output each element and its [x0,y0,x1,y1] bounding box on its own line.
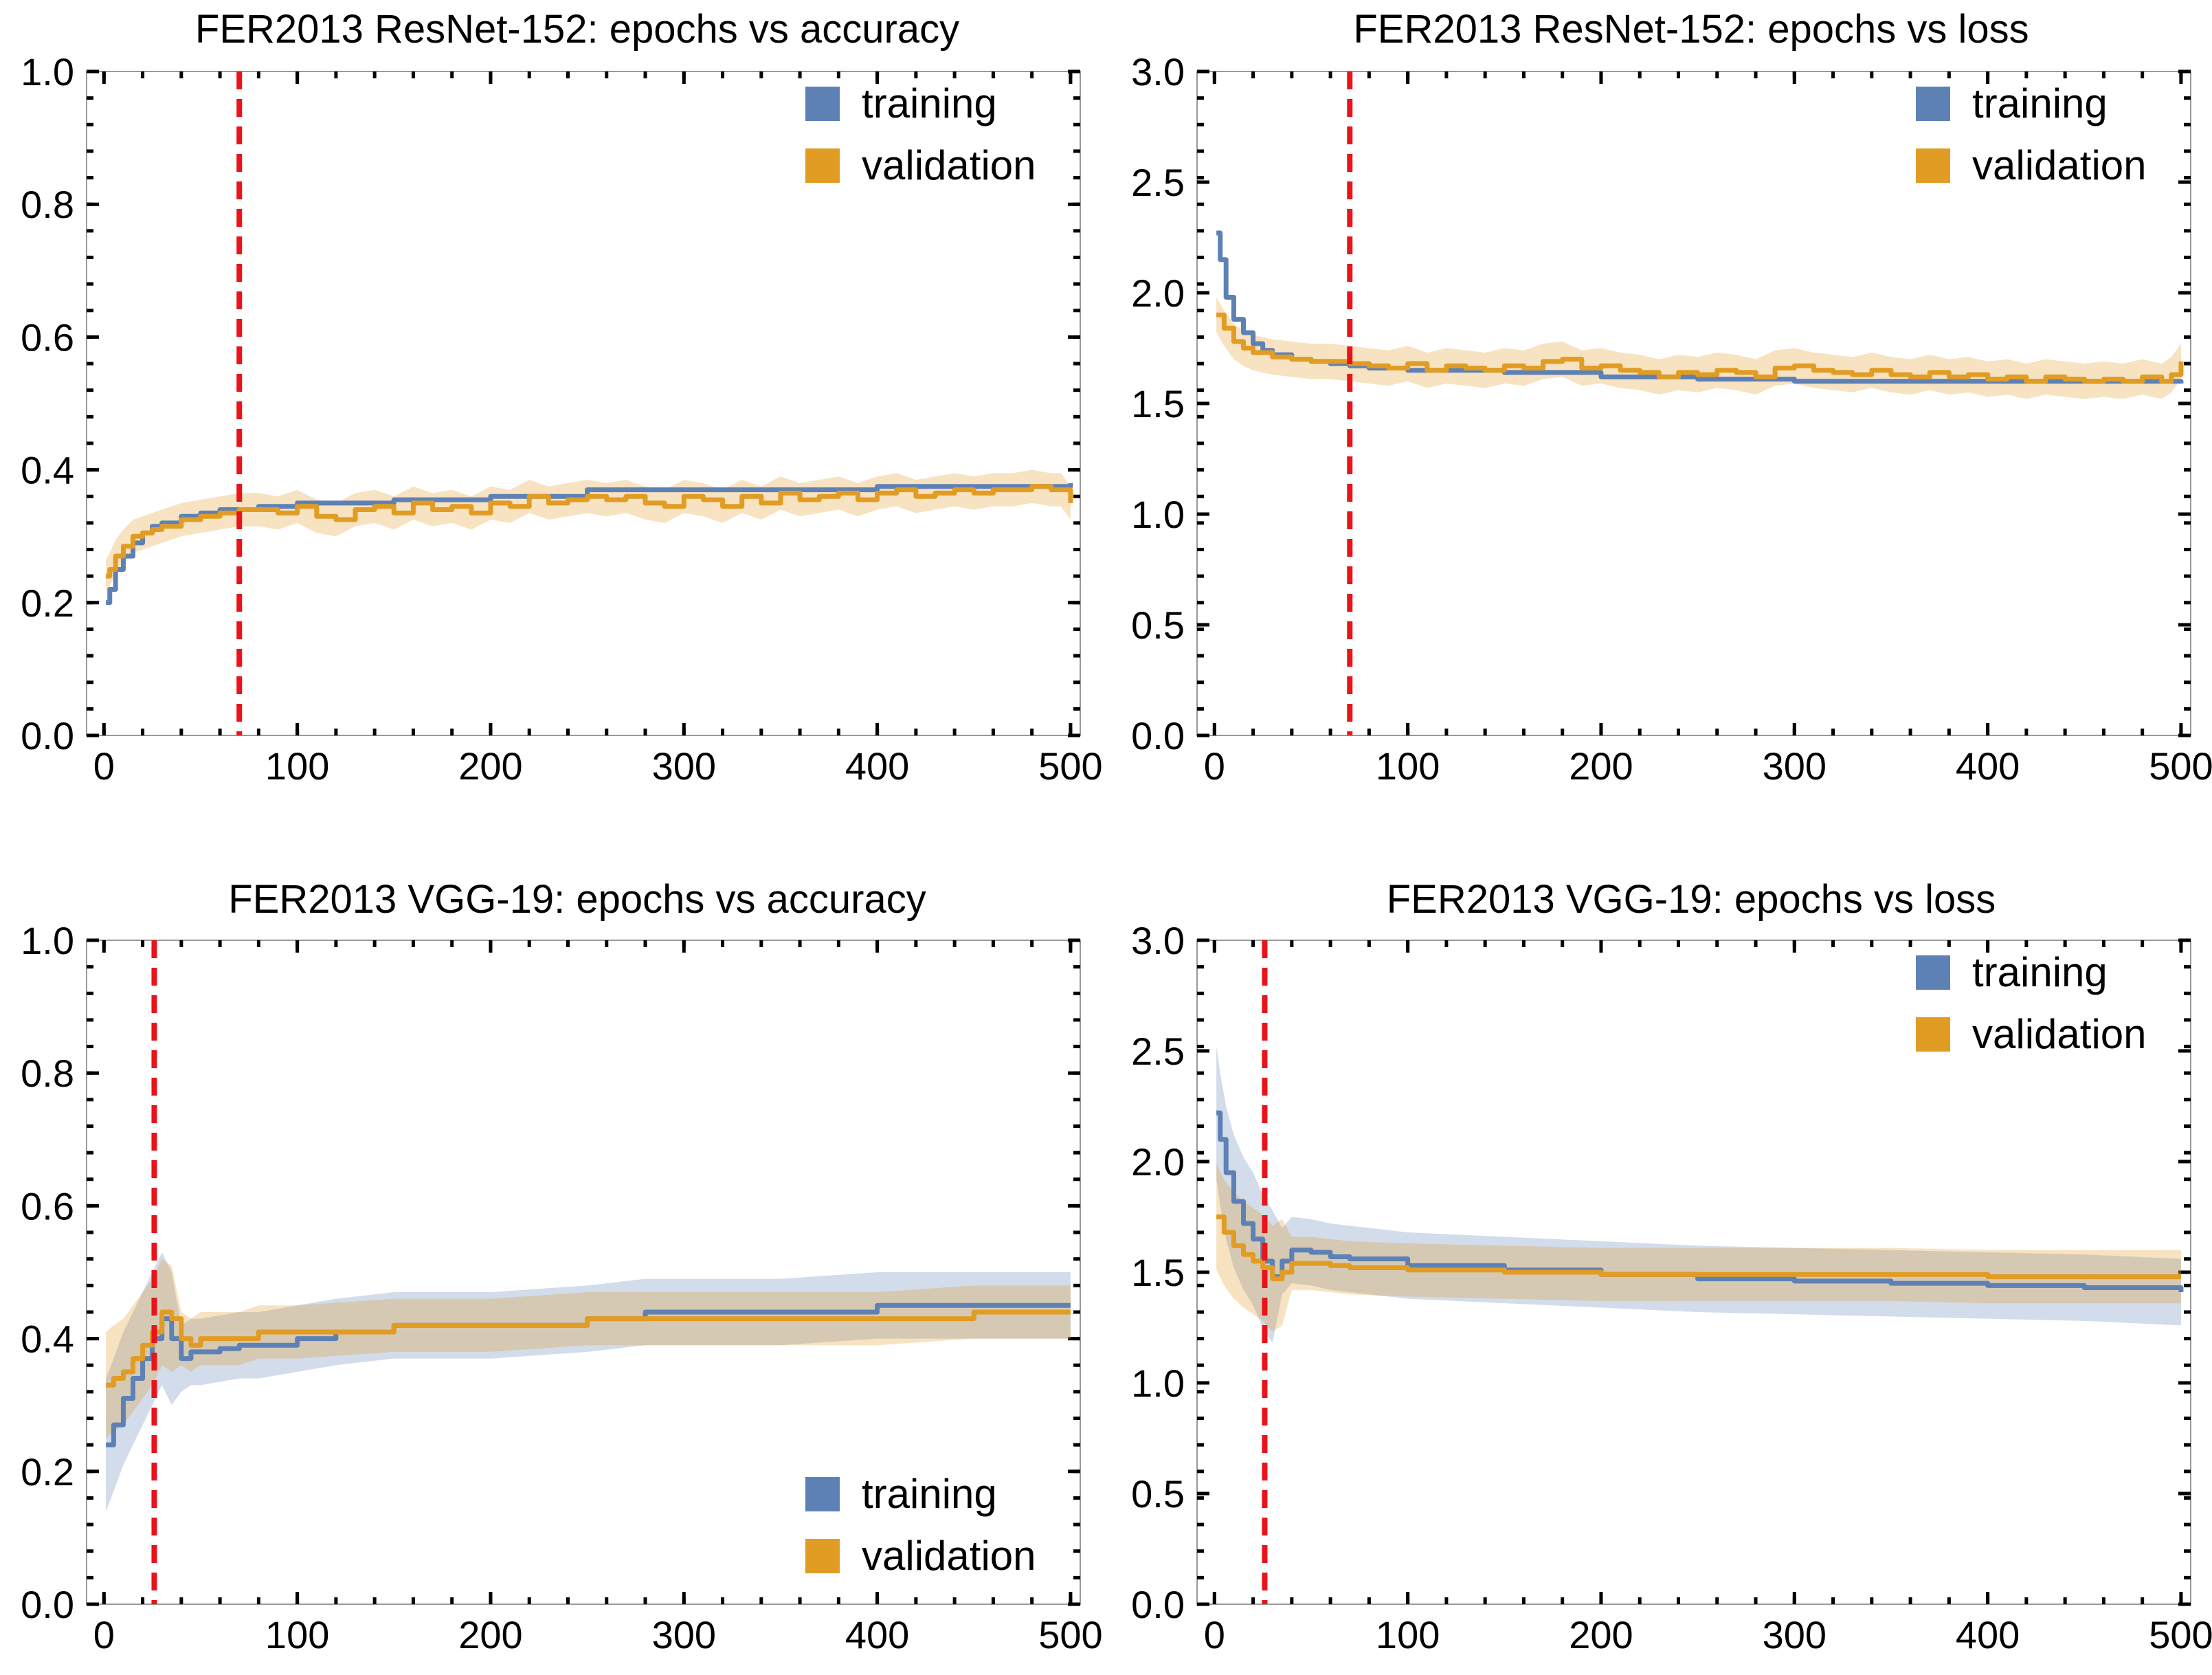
chart-vgg-accuracy: 0 100 200 300 400 500 0.0 0.2 0.4 0.6 0.8 1.0 traini… [21,919,1103,1656]
y-tick-label: 0.8 [21,183,74,226]
y-tick-label: 1.0 [1131,1362,1185,1405]
x-tick-label: 300 [652,744,716,788]
legend: training validation [805,1471,1036,1579]
x-tick-label: 300 [652,1613,716,1656]
x-tick-label: 200 [458,1613,522,1656]
legend-label-validation: validation [1972,1011,2147,1057]
chart-resnet-accuracy: 0 100 200 300 400 500 0.0 0.2 0.4 0.6 0.8 1.0 traini… [21,50,1103,788]
x-tick-label: 0 [1204,744,1225,788]
chart-title: FER2013 ResNet-152: epochs vs accuracy [195,7,959,52]
chart-title: FER2013 ResNet-152: epochs vs loss [1353,7,2029,52]
x-tick-label: 100 [265,1613,329,1656]
x-tick-label: 400 [1956,1613,2020,1656]
y-tick-label: 0.0 [21,714,74,757]
legend-label-validation: validation [862,142,1036,188]
x-tick-label: 200 [1569,744,1633,788]
x-tick-label: 200 [1569,1613,1633,1656]
x-tick-label: 200 [458,744,522,788]
legend-swatch-validation [1916,1017,1950,1052]
legend-label-validation: validation [1972,142,2147,188]
x-tick-label: 100 [1376,1613,1440,1656]
legend-swatch-training [805,1477,840,1511]
y-tick-label: 1.5 [1131,382,1185,425]
x-tick-label: 500 [2149,744,2212,788]
y-tick-label: 0.6 [21,1184,74,1228]
y-tick-label: 2.0 [1131,1140,1185,1184]
validation-band [106,1258,1071,1439]
x-tick-label: 500 [1038,744,1102,788]
x-tick-label: 300 [1763,744,1826,788]
legend-label-training: training [1972,80,2108,126]
y-tick-label: 0.2 [21,1450,74,1494]
chart-title: FER2013 VGG-19: epochs vs accuracy [228,877,926,922]
legend: training validation [1916,949,2147,1057]
y-tick-label: 1.5 [1131,1251,1185,1294]
x-tick-label: 100 [1376,744,1440,788]
chart-vgg-loss: 0 100 200 300 400 500 0.0 0.5 1.0 1.5 2.0 2.5 3.0 tra… [1131,919,2212,1656]
y-tick-label: 0.5 [1131,603,1185,647]
x-tick-label: 400 [1956,744,2020,788]
y-tick-label: 0.0 [21,1583,74,1626]
validation-line [106,1309,1071,1388]
y-tick-label: 1.0 [21,50,74,93]
legend-label-training: training [862,80,997,126]
y-tick-label: 2.5 [1131,1030,1185,1073]
y-tick-label: 3.0 [1131,919,1185,962]
legend: training validation [805,80,1036,188]
y-tick-label: 2.0 [1131,271,1185,315]
validation-band [1216,1164,2181,1332]
x-tick-label: 500 [1038,1613,1102,1656]
validation-line [1216,1214,2181,1282]
y-tick-label: 0.2 [21,581,74,625]
legend-swatch-training [1916,955,1950,990]
chart-resnet-loss: 0 100 200 300 400 500 0.0 0.5 1.0 1.5 2.0 2.5 3.0 tra… [1131,50,2212,788]
legend-swatch-training [805,87,840,121]
legend-swatch-validation [1916,148,1950,183]
y-tick-label: 1.0 [1131,493,1185,536]
legend-label-validation: validation [862,1533,1036,1579]
x-tick-label: 0 [1204,1613,1225,1656]
y-tick-label: 0.8 [21,1052,74,1095]
y-tick-label: 0.0 [1131,1583,1185,1626]
training-line [1216,1110,2184,1292]
y-tick-label: 0.5 [1131,1472,1185,1516]
validation-band [106,469,1071,593]
y-tick-label: 0.0 [1131,714,1185,757]
legend-label-training: training [862,1471,997,1517]
x-tick-label: 500 [2149,1613,2212,1656]
y-tick-label: 0.4 [21,1318,74,1361]
y-tick-label: 3.0 [1131,50,1185,93]
legend: training validation [1916,80,2147,188]
y-tick-label: 1.0 [21,919,74,962]
validation-line [1216,312,2184,384]
plot-frame [86,71,1081,736]
chart-title: FER2013 VGG-19: epochs vs loss [1387,877,1996,922]
y-tick-label: 0.4 [21,449,74,492]
x-tick-label: 0 [93,1613,115,1656]
y-tick-label: 0.6 [21,315,74,359]
plot-frame [86,940,1081,1605]
legend-swatch-validation [805,148,840,183]
legend-swatch-validation [805,1539,840,1573]
y-tick-label: 2.5 [1131,161,1185,204]
x-tick-label: 100 [265,744,329,788]
legend-label-training: training [1972,949,2108,995]
validation-line [106,484,1073,579]
x-tick-label: 400 [845,1613,909,1656]
legend-swatch-training [1916,87,1950,121]
x-tick-label: 300 [1763,1613,1826,1656]
x-tick-label: 400 [845,744,909,788]
x-tick-label: 0 [93,744,115,788]
